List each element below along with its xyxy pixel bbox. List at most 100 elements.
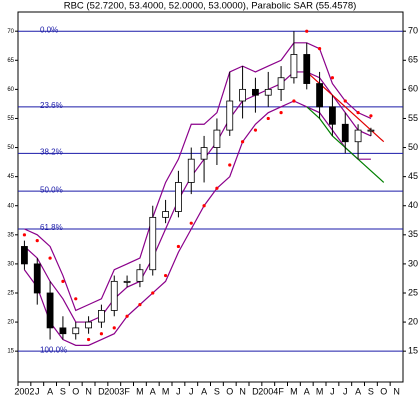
candle-body [33,263,41,294]
sar-dot [74,297,78,301]
sar-dot [356,111,360,115]
candle-body [277,77,285,90]
x-tick-label: A [47,386,53,396]
y-tick-label-left: 15 [7,349,14,355]
candle-body [200,147,208,160]
sar-dot [138,303,142,307]
x-tick-label: A [304,386,310,396]
x-tick-label: M [290,386,298,396]
y-tick-label: 60 [408,84,418,94]
candle-body [252,88,259,96]
y-tick-label: 50 [408,142,418,152]
x-tick-label: S [368,386,374,396]
candle-body [21,246,28,265]
overlay-line [24,42,372,312]
chart-title: RBC (52.7200, 53.4000, 52.0000, 53.0000)… [64,1,357,12]
sar-dot [48,256,52,260]
candle-body [213,129,221,148]
sar-dot [253,128,258,132]
x-tick-label: J [189,386,194,396]
x-tick-label: O [380,386,387,396]
x-tick-label: M [162,386,170,396]
candle-body [187,158,195,183]
candle-body [290,54,298,79]
candle-body [162,211,169,218]
y-tick-label: 15 [408,346,418,356]
candle-body [239,88,246,102]
x-tick-label: A [201,386,207,396]
sar-dot [99,332,104,336]
y-tick-label: 25 [408,287,418,297]
sar-dot [343,99,347,103]
y-tick-label: 20 [408,316,418,326]
x-tick-label: F [124,386,130,396]
sar-dot [330,76,335,80]
fib-label: 23.6% [40,101,63,110]
y-tick-label-left: 65 [7,58,14,64]
fib-label: 100.0% [40,345,67,354]
overlay-line [23,100,371,346]
y-tick-label-left: 45 [7,174,14,180]
sar-dot [266,116,270,121]
sar-dot [305,29,309,33]
y-tick-label-left: 20 [7,320,14,326]
y-tick-label-left: 35 [7,232,14,238]
x-tick-label: J [176,386,181,396]
sar-dot [279,111,283,115]
y-tick-label-left: 55 [7,116,14,122]
x-tick-label: J [343,386,348,396]
x-tick-label: A [355,386,361,396]
x-tick-label: N [239,386,246,396]
candle-body [367,129,375,132]
sar-dot [202,204,206,208]
x-tick-label: D [252,386,259,396]
candle-body [149,216,157,271]
y-tick-label-left: 25 [7,291,14,297]
y-tick-label: 70 [408,26,418,36]
sar-dot [22,233,27,237]
y-tick-label: 35 [408,229,418,239]
sar-dot [35,239,39,243]
sar-dot [61,279,65,283]
fib-label: 0.0% [40,25,58,34]
x-tick-label: 2004 [258,386,278,396]
candle-body [85,321,92,329]
candle-body [175,182,182,212]
candle-body [264,88,272,96]
sar-dot [215,186,219,190]
candle-body [136,269,144,282]
x-tick-label: S [60,386,66,396]
x-tick-label: S [214,386,220,396]
fib-label: 38.2% [40,147,63,156]
candle-body [303,54,311,84]
y-tick-label-left: 60 [7,87,14,93]
sar-dot [240,140,245,144]
candle-body [46,292,54,329]
fib-label: 50.0% [40,185,63,194]
candle-body [98,310,105,323]
x-tick-label: D [98,386,105,396]
x-tick-label: N [85,386,92,396]
sar-dot [151,291,155,295]
sar-dot [189,221,193,225]
x-tick-label: J [35,386,40,396]
x-tick-label: M [136,386,144,396]
x-tick-label: J [330,386,335,396]
y-tick-label-left: 50 [7,145,14,151]
sar-dot [176,244,181,249]
x-tick-label: 2002 [14,386,34,396]
x-tick-label: F [278,386,284,396]
x-tick-label: O [226,386,233,396]
y-tick-label-left: 40 [7,203,14,209]
y-tick-label: 40 [408,200,418,210]
x-tick-label: O [72,386,79,396]
y-tick-label: 30 [408,258,418,268]
y-tick-label: 45 [408,171,418,181]
x-tick-label: A [150,386,156,396]
y-tick-label-left: 30 [7,261,14,267]
candle-body [226,100,234,131]
candle-body [341,123,349,143]
sar-dot [112,326,116,330]
candle-body [354,129,362,143]
